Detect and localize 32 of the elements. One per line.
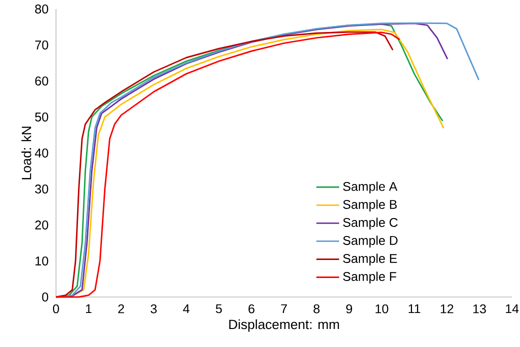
x-tick-label: 10 — [376, 304, 388, 314]
y-tick-label: 40 — [34, 148, 48, 158]
legend-label: Sample B — [343, 200, 397, 212]
x-tick-label: 9 — [346, 304, 352, 314]
legend-label: Sample D — [343, 236, 398, 248]
x-tick-label: 5 — [216, 304, 222, 314]
y-tick-label: 50 — [35, 112, 48, 122]
y-tick-label: 20 — [35, 220, 48, 230]
y-tick-label: 0 — [42, 292, 48, 302]
x-tick-label: 13 — [473, 304, 486, 314]
x-tick-label: 12 — [440, 304, 454, 314]
y-tick-label: 70 — [35, 40, 48, 50]
x-tick-label: 8 — [314, 304, 320, 314]
x-tick-label: 11 — [408, 304, 420, 314]
x-tick-label: 1 — [86, 304, 92, 314]
x-tick-label: 4 — [183, 304, 190, 314]
legend-label: Sample C — [343, 218, 398, 230]
x-tick-label: 2 — [118, 304, 124, 314]
legend-label: Sample F — [343, 272, 396, 284]
x-tick-label: 14 — [506, 304, 519, 314]
y-axis-title: Load: kN — [21, 126, 32, 180]
y-tick-label: 30 — [35, 184, 48, 194]
x-tick-label: 6 — [248, 304, 254, 314]
y-tick-label: 60 — [35, 76, 48, 86]
legend-label: Sample E — [343, 254, 397, 266]
y-tick-label: 10 — [36, 256, 48, 266]
legend-label: Sample A — [343, 182, 398, 194]
y-tick-label: 80 — [35, 4, 48, 14]
x-axis-title: Displacement: mm — [229, 319, 339, 332]
x-tick-label: 0 — [52, 304, 60, 314]
x-tick-label: 7 — [281, 304, 287, 314]
x-tick-label: 3 — [150, 304, 157, 314]
